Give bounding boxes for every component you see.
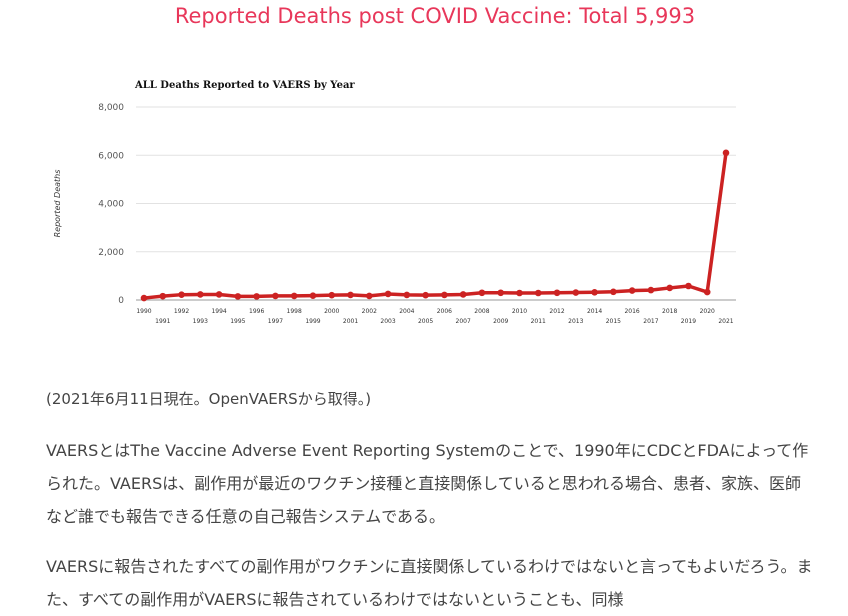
data-point xyxy=(647,286,655,294)
data-point xyxy=(703,288,711,296)
x-tick-label: 2021 xyxy=(718,318,733,325)
page-headline: Reported Deaths post COVID Vaccine: Tota… xyxy=(174,4,696,28)
x-tick-label: 2007 xyxy=(456,318,471,325)
x-tick-label: 2010 xyxy=(512,308,527,315)
paragraph-vaers-definition: VAERSとはThe Vaccine Adverse Event Reporti… xyxy=(46,441,809,526)
x-tick-label: 2015 xyxy=(606,318,621,325)
data-point xyxy=(610,288,617,296)
x-tick-label: 2004 xyxy=(399,308,414,315)
data-point xyxy=(534,289,542,297)
x-tick-label: 1992 xyxy=(174,308,189,315)
data-point xyxy=(272,292,279,300)
x-tick-label: 2005 xyxy=(418,318,433,325)
data-point xyxy=(497,289,505,297)
data-point xyxy=(441,291,448,299)
data-point xyxy=(347,291,354,299)
x-tick-label: 1990 xyxy=(136,308,151,315)
x-tick-label: 2003 xyxy=(380,318,395,325)
data-point xyxy=(309,292,317,299)
data-point xyxy=(553,289,561,297)
x-tick-label: 1994 xyxy=(211,308,226,315)
x-tick-label: 1991 xyxy=(155,318,170,325)
x-tick-label: 2002 xyxy=(362,308,377,315)
x-tick-label: 2014 xyxy=(587,308,602,315)
x-tick-label: 1996 xyxy=(249,308,264,315)
x-tick-label: 1997 xyxy=(268,318,283,325)
x-tick-label: 2016 xyxy=(624,308,639,315)
x-tick-label: 1998 xyxy=(287,308,302,315)
x-tick-label: 2020 xyxy=(700,308,715,315)
vaers-deaths-chart: ALL Deaths Reported to VAERS by Year 0 2,0… xyxy=(40,60,760,360)
chart-caption: (2021年6月11日現在。OpenVAERSから取得。) xyxy=(46,390,372,408)
x-tick-label: 2019 xyxy=(681,318,696,325)
data-point xyxy=(290,292,298,300)
data-point xyxy=(178,291,185,298)
chart-svg: ALL Deaths Reported to VAERS by Year 0 2,0… xyxy=(53,80,736,325)
x-tick-label: 2000 xyxy=(324,308,339,315)
data-point xyxy=(234,293,242,300)
x-tick-label: 2017 xyxy=(643,318,658,325)
paragraph-vaers-caveat: VAERSに報告されたすべての副作用がワクチンに直接関係しているわけではないと言… xyxy=(46,557,813,609)
data-point xyxy=(365,292,373,300)
data-point xyxy=(422,291,429,299)
x-tick-label: 2011 xyxy=(531,318,546,325)
data-point xyxy=(722,149,730,157)
x-tick-label: 2013 xyxy=(568,318,583,325)
data-point xyxy=(478,289,486,297)
x-tick-label: 2018 xyxy=(662,308,677,315)
data-point xyxy=(591,288,598,296)
x-tick-label: 2001 xyxy=(343,318,358,325)
series-line xyxy=(143,152,728,300)
data-point xyxy=(384,290,392,298)
y-tick-label: 2,000 xyxy=(98,248,124,258)
x-tick-label: 2006 xyxy=(437,308,452,315)
x-tick-label: 1995 xyxy=(230,318,245,325)
data-point xyxy=(516,289,523,297)
y-tick-label: 6,000 xyxy=(98,151,124,161)
data-point xyxy=(197,291,204,298)
data-point xyxy=(253,293,260,300)
x-tick-label: 1993 xyxy=(193,318,208,325)
y-tick-label: 0 xyxy=(118,296,124,306)
data-point xyxy=(628,287,636,294)
data-point xyxy=(459,291,467,298)
data-point xyxy=(572,289,580,296)
y-tick-label: 8,000 xyxy=(98,103,124,113)
data-point xyxy=(685,282,692,290)
y-axis-label: Reported Deaths xyxy=(53,170,62,238)
data-point xyxy=(328,291,336,299)
x-tick-label: 1999 xyxy=(305,318,320,325)
x-tick-label: 2008 xyxy=(474,308,489,315)
data-point xyxy=(215,291,223,298)
data-point xyxy=(159,292,167,300)
data-point xyxy=(140,294,148,302)
x-tick-label: 2012 xyxy=(549,308,564,315)
data-point xyxy=(666,284,673,292)
data-point xyxy=(403,291,411,299)
y-tick-label: 4,000 xyxy=(98,200,124,210)
x-tick-label: 2009 xyxy=(493,318,508,325)
chart-title: ALL Deaths Reported to VAERS by Year xyxy=(134,80,355,91)
